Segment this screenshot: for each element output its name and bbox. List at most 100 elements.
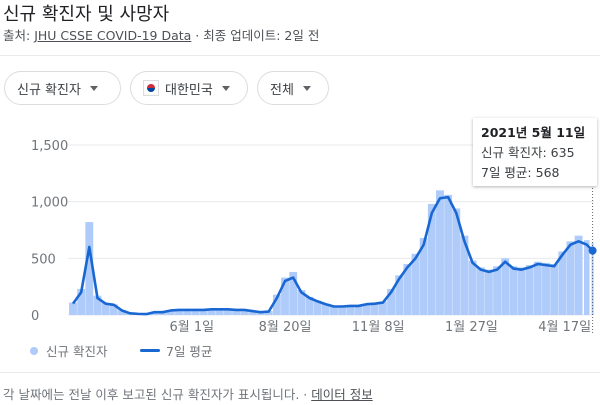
source-line: 출처: JHU CSSE COVID-19 Data · 최종 업데이트: 2일… [3, 25, 319, 44]
footer-note: 각 날짜에는 전날 이후 보고된 신규 확진자가 표시됩니다. [3, 387, 300, 402]
bar [517, 267, 526, 315]
bar [566, 241, 575, 315]
source-link[interactable]: JHU CSSE COVID-19 Data [34, 28, 192, 43]
bar [419, 237, 428, 315]
bar [362, 303, 371, 315]
period-filter-label: 전체 [270, 82, 294, 98]
legend-average-label: 7일 평균 [166, 344, 213, 359]
x-tick-label: 11월 8일 [352, 320, 405, 335]
x-tick-label: 4월 17일 [538, 320, 591, 335]
y-tick-label: 1,500 [31, 139, 68, 154]
last-updated: · 최종 업데이트: 2일 전 [191, 28, 320, 43]
footer-separator: · [299, 387, 312, 402]
bar [452, 208, 461, 315]
bar [166, 309, 175, 315]
bar [533, 261, 542, 315]
bar [281, 277, 289, 315]
tooltip-average: 7일 평균: 568 [481, 165, 560, 180]
bar [69, 302, 77, 315]
bar [411, 253, 420, 315]
header-divider [0, 55, 600, 56]
bar [248, 310, 257, 315]
footer: 각 날짜에는 전날 이후 보고된 신규 확진자가 표시됩니다. · 데이터 정보 [3, 384, 373, 403]
bar [305, 296, 314, 315]
bar [346, 305, 355, 315]
bar [215, 308, 224, 315]
footer-divider [0, 372, 600, 373]
bar [338, 306, 347, 315]
bar [550, 264, 559, 315]
bar [101, 303, 110, 315]
region-filter[interactable]: 대한민국 [130, 71, 248, 105]
legend-average: 7일 평균 [140, 341, 212, 360]
bar [525, 265, 534, 315]
x-tick-label: 6월 1일 [170, 320, 215, 335]
bar [509, 266, 518, 315]
y-tick-label: 1,000 [31, 196, 68, 211]
bar [370, 302, 379, 315]
bar [199, 309, 208, 315]
bar [321, 303, 330, 315]
legend-new-cases: 신규 확진자 [30, 341, 107, 360]
x-tick-label: 8월 20일 [259, 320, 312, 335]
metric-filter[interactable]: 신규 확진자 [4, 71, 121, 105]
bar [207, 308, 216, 315]
bar [542, 262, 550, 315]
caret-down-icon [89, 85, 98, 91]
bar [436, 190, 444, 315]
bar [444, 194, 453, 315]
page-title: 신규 확진자 및 사망자 [3, 4, 170, 25]
bar [224, 308, 232, 315]
bar [313, 300, 322, 315]
legend-line-icon [140, 349, 160, 352]
bar [272, 294, 281, 315]
period-filter[interactable]: 전체 [257, 71, 329, 105]
tooltip-new-cases: 신규 확진자: 635 [481, 145, 575, 160]
bar [77, 288, 86, 315]
bar [289, 271, 298, 315]
bar [232, 309, 241, 315]
bar [493, 266, 501, 315]
y-tick-label: 500 [31, 252, 56, 267]
bar [109, 304, 118, 315]
bar [427, 203, 436, 315]
bar [484, 269, 493, 315]
caret-down-icon [302, 85, 311, 91]
metric-filter-label: 신규 확진자 [17, 82, 81, 98]
bar [191, 309, 200, 315]
bar [574, 235, 583, 315]
bar [297, 290, 306, 315]
hover-point [588, 246, 597, 255]
south-korea-flag-icon [143, 80, 159, 96]
bar [387, 288, 395, 315]
bar [183, 309, 192, 315]
data-info-link[interactable]: 데이터 정보 [311, 387, 373, 402]
bar [403, 264, 412, 315]
average-line [71, 195, 594, 316]
legend-dot-icon [30, 346, 38, 355]
bar [175, 309, 183, 315]
bar [468, 260, 477, 315]
bar [460, 235, 469, 315]
bar [330, 305, 338, 315]
bar [378, 301, 387, 315]
x-tick-label: 1월 27일 [445, 320, 498, 335]
bar [118, 309, 126, 315]
bar [85, 222, 94, 315]
legend-new-cases-label: 신규 확진자 [46, 344, 108, 359]
bar [584, 240, 590, 315]
bar [501, 258, 510, 315]
bar [354, 305, 363, 315]
region-filter-label: 대한민국 [165, 82, 213, 98]
source-prefix: 출처: [3, 28, 35, 43]
caret-down-icon [221, 85, 230, 91]
bar [476, 267, 485, 315]
bar [264, 311, 273, 315]
bar [591, 243, 594, 315]
tooltip-date: 2021년 5월 11일 [481, 125, 586, 140]
bar [395, 275, 404, 315]
bar [558, 251, 567, 315]
y-tick-label: 0 [31, 309, 39, 324]
bar [240, 309, 249, 315]
